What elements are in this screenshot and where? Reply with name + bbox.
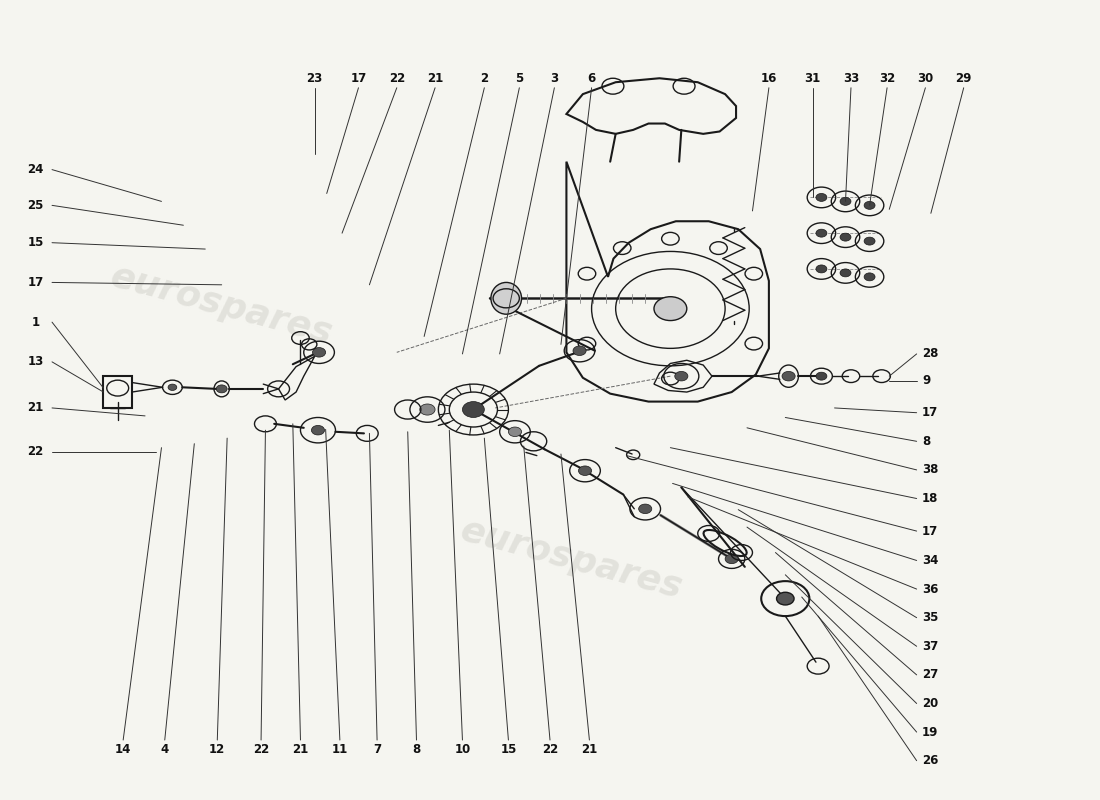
Text: 29: 29 xyxy=(956,72,972,85)
Text: 18: 18 xyxy=(922,492,938,505)
Text: 35: 35 xyxy=(922,611,938,624)
Text: 21: 21 xyxy=(581,743,597,756)
Text: 5: 5 xyxy=(515,72,524,85)
Text: 25: 25 xyxy=(28,199,44,212)
Text: 21: 21 xyxy=(293,743,309,756)
Text: 4: 4 xyxy=(161,743,169,756)
Circle shape xyxy=(508,427,521,437)
Circle shape xyxy=(816,372,827,380)
Circle shape xyxy=(816,194,827,202)
Text: eurospares: eurospares xyxy=(107,258,337,350)
Text: 22: 22 xyxy=(388,72,405,85)
Circle shape xyxy=(579,466,592,475)
Circle shape xyxy=(639,504,652,514)
Text: 22: 22 xyxy=(542,743,558,756)
Circle shape xyxy=(168,384,177,390)
Text: 21: 21 xyxy=(427,72,443,85)
Text: 20: 20 xyxy=(922,697,938,710)
Circle shape xyxy=(725,554,738,564)
Text: 3: 3 xyxy=(550,72,559,85)
Text: 19: 19 xyxy=(922,726,938,738)
Text: 16: 16 xyxy=(761,72,777,85)
Circle shape xyxy=(654,297,686,321)
Circle shape xyxy=(312,347,326,357)
Text: 36: 36 xyxy=(922,582,938,595)
Circle shape xyxy=(217,385,227,393)
Text: 1: 1 xyxy=(32,316,40,329)
Circle shape xyxy=(865,273,876,281)
Text: 17: 17 xyxy=(922,406,938,419)
Text: 23: 23 xyxy=(307,72,322,85)
Circle shape xyxy=(865,237,876,245)
Text: 22: 22 xyxy=(253,743,270,756)
Text: 22: 22 xyxy=(28,445,44,458)
Circle shape xyxy=(840,269,851,277)
Text: 14: 14 xyxy=(116,743,131,756)
Text: 27: 27 xyxy=(922,668,938,682)
Text: 31: 31 xyxy=(804,72,821,85)
Text: 15: 15 xyxy=(500,743,517,756)
Text: 21: 21 xyxy=(28,402,44,414)
Text: 8: 8 xyxy=(922,435,931,448)
Circle shape xyxy=(573,346,586,355)
Circle shape xyxy=(782,371,795,381)
Circle shape xyxy=(674,371,688,381)
Text: 30: 30 xyxy=(917,72,934,85)
Text: 11: 11 xyxy=(332,743,348,756)
Circle shape xyxy=(840,198,851,206)
Text: 7: 7 xyxy=(373,743,381,756)
Text: 32: 32 xyxy=(879,72,895,85)
Circle shape xyxy=(777,592,794,605)
Text: 28: 28 xyxy=(922,347,938,361)
Circle shape xyxy=(840,233,851,241)
Text: eurospares: eurospares xyxy=(458,513,686,605)
Text: 38: 38 xyxy=(922,463,938,477)
Text: 26: 26 xyxy=(922,754,938,767)
Text: 17: 17 xyxy=(350,72,366,85)
Text: 33: 33 xyxy=(843,72,859,85)
Text: 13: 13 xyxy=(28,355,44,368)
Text: 34: 34 xyxy=(922,554,938,567)
Ellipse shape xyxy=(491,282,521,314)
Text: 2: 2 xyxy=(481,72,488,85)
Circle shape xyxy=(311,426,324,435)
Text: 17: 17 xyxy=(28,276,44,289)
Text: 17: 17 xyxy=(922,525,938,538)
Text: 10: 10 xyxy=(454,743,471,756)
Text: 15: 15 xyxy=(28,236,44,250)
Circle shape xyxy=(865,202,876,210)
Text: 6: 6 xyxy=(587,72,596,85)
Text: 12: 12 xyxy=(209,743,226,756)
Text: 37: 37 xyxy=(922,640,938,653)
Text: 8: 8 xyxy=(412,743,420,756)
Text: 9: 9 xyxy=(922,374,931,387)
Circle shape xyxy=(816,229,827,237)
Circle shape xyxy=(462,402,484,418)
Circle shape xyxy=(420,404,436,415)
Circle shape xyxy=(816,265,827,273)
Text: 24: 24 xyxy=(28,163,44,176)
